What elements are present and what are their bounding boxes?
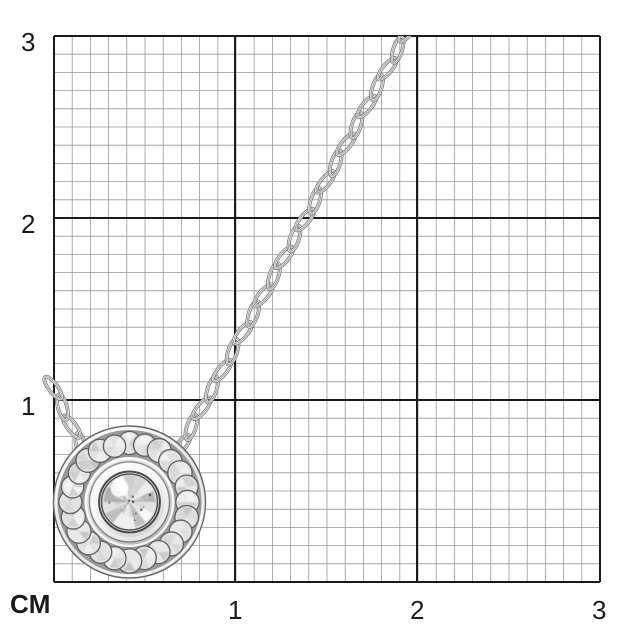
svg-text:3: 3 (21, 27, 35, 57)
svg-text:1: 1 (228, 595, 242, 625)
svg-text:3: 3 (592, 595, 606, 625)
svg-text:1: 1 (21, 391, 35, 421)
svg-text:CM: CM (10, 589, 50, 619)
svg-text:2: 2 (410, 595, 424, 625)
svg-text:2: 2 (21, 209, 35, 239)
